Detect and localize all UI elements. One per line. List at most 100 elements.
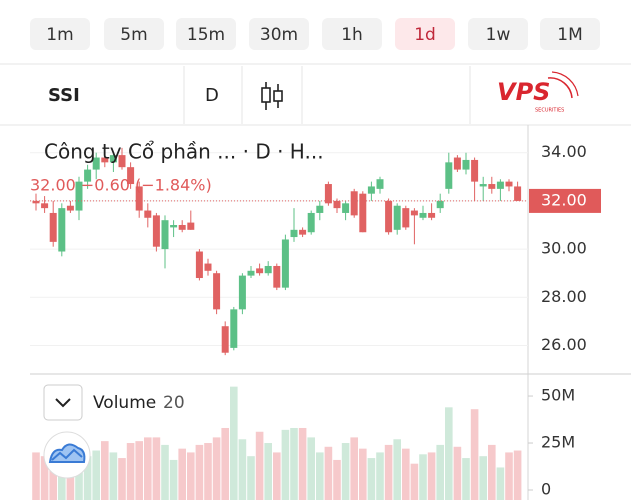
candle-body <box>419 212 427 218</box>
candle-body <box>247 270 255 276</box>
cloud-icon <box>48 443 86 463</box>
volume-bar <box>298 427 307 500</box>
candle-body <box>187 222 195 230</box>
y-tick-label: 0 <box>541 480 551 499</box>
volume-bar <box>367 458 376 500</box>
candle-body <box>471 159 479 182</box>
volume-bar <box>118 458 126 500</box>
candle-body <box>178 225 186 230</box>
candle-body <box>367 186 375 194</box>
timeframe-button[interactable]: 15m <box>176 18 236 50</box>
volume-bar <box>161 444 169 500</box>
volume-bar <box>427 452 436 500</box>
y-tick-label: 28.00 <box>541 287 587 306</box>
chevron-icon <box>55 398 71 408</box>
candle-body <box>170 225 178 228</box>
volume-bar <box>135 441 143 500</box>
candle-body <box>385 200 393 233</box>
volume-bar <box>445 407 453 500</box>
candle-body <box>505 181 513 187</box>
y-tick-label: 34.00 <box>541 142 587 161</box>
candle-body <box>436 200 444 209</box>
volume-bar <box>470 409 479 500</box>
candle-body <box>316 205 324 213</box>
collapse-button[interactable] <box>43 384 83 421</box>
volume-bar <box>307 437 315 500</box>
button-bg <box>30 18 90 50</box>
candle-body <box>393 205 401 230</box>
candle-body <box>66 205 74 211</box>
candle-body <box>479 184 487 187</box>
candle-body <box>324 184 332 204</box>
volume-bar <box>488 444 496 500</box>
candle-body <box>256 268 264 274</box>
volume-label: Volume <box>93 393 156 413</box>
button-bg <box>322 18 382 50</box>
volume-bar <box>324 446 333 500</box>
interval[interactable]: D <box>205 85 219 106</box>
timeframe-button[interactable]: 5m <box>104 18 164 50</box>
candle-body <box>58 208 66 252</box>
candle-body <box>488 184 496 189</box>
candle-body <box>307 212 315 233</box>
volume-bar <box>264 443 272 500</box>
candle-body <box>118 155 126 168</box>
candle-body <box>92 157 100 170</box>
candle-body <box>195 251 203 279</box>
volume-bar <box>384 444 393 500</box>
volume-bar <box>333 459 341 500</box>
last-price-label: 32.00 <box>541 190 587 209</box>
volume-bar <box>169 459 178 500</box>
candle-body <box>453 157 461 170</box>
volume-bar <box>376 452 384 500</box>
timeframe-button[interactable]: 30m <box>249 18 309 50</box>
candle-body <box>84 169 92 182</box>
timeframe-button[interactable]: 1w <box>468 18 528 50</box>
button-bg <box>104 18 164 50</box>
volume-bar <box>178 448 186 500</box>
candle-type-icon[interactable] <box>261 82 283 110</box>
volume-bar <box>436 444 444 500</box>
candle-body <box>101 157 109 163</box>
volume-bar <box>32 452 40 500</box>
timeframe-button[interactable]: 1h <box>322 18 382 50</box>
volume-bar <box>49 448 57 500</box>
last-price-tag <box>529 188 601 213</box>
volume-bar <box>496 467 505 500</box>
button-label: 1m <box>46 25 73 45</box>
volume-bar <box>255 431 264 500</box>
candle-body <box>75 181 83 211</box>
candle-body <box>161 220 169 250</box>
volume-bar <box>402 448 410 500</box>
button-bg <box>468 18 528 50</box>
volume-bar <box>40 456 49 500</box>
candle-body <box>428 212 436 218</box>
volume-bar <box>505 452 513 500</box>
cloud-line <box>51 448 83 461</box>
timeframe-button[interactable]: 1m <box>30 18 90 50</box>
volume-bar <box>341 443 350 500</box>
timeframe-button[interactable]: 1d <box>395 18 455 50</box>
button-bg <box>176 18 236 50</box>
volume-bar <box>109 452 118 500</box>
candle-body <box>238 275 246 310</box>
timeframe-button[interactable]: 1M <box>540 18 600 50</box>
volume-panel: 50M 25M 0 <box>32 386 575 500</box>
button-label: 5m <box>120 25 147 45</box>
button-label: 15m <box>187 25 225 45</box>
candle-body <box>41 203 49 209</box>
y-tick-label: 50M <box>541 386 575 405</box>
candle-body <box>213 273 221 310</box>
button-label: 1w <box>486 25 511 45</box>
symbol[interactable]: SSI <box>48 85 80 106</box>
button-bg <box>249 18 309 50</box>
button-bg <box>395 18 455 50</box>
candle-body <box>342 203 350 213</box>
candle-body <box>221 326 229 353</box>
volume-bar <box>393 439 401 500</box>
y-tick-label: 30.00 <box>541 239 587 258</box>
candle-body <box>445 162 453 189</box>
volume-bar <box>126 443 135 500</box>
candle-body <box>359 193 367 233</box>
